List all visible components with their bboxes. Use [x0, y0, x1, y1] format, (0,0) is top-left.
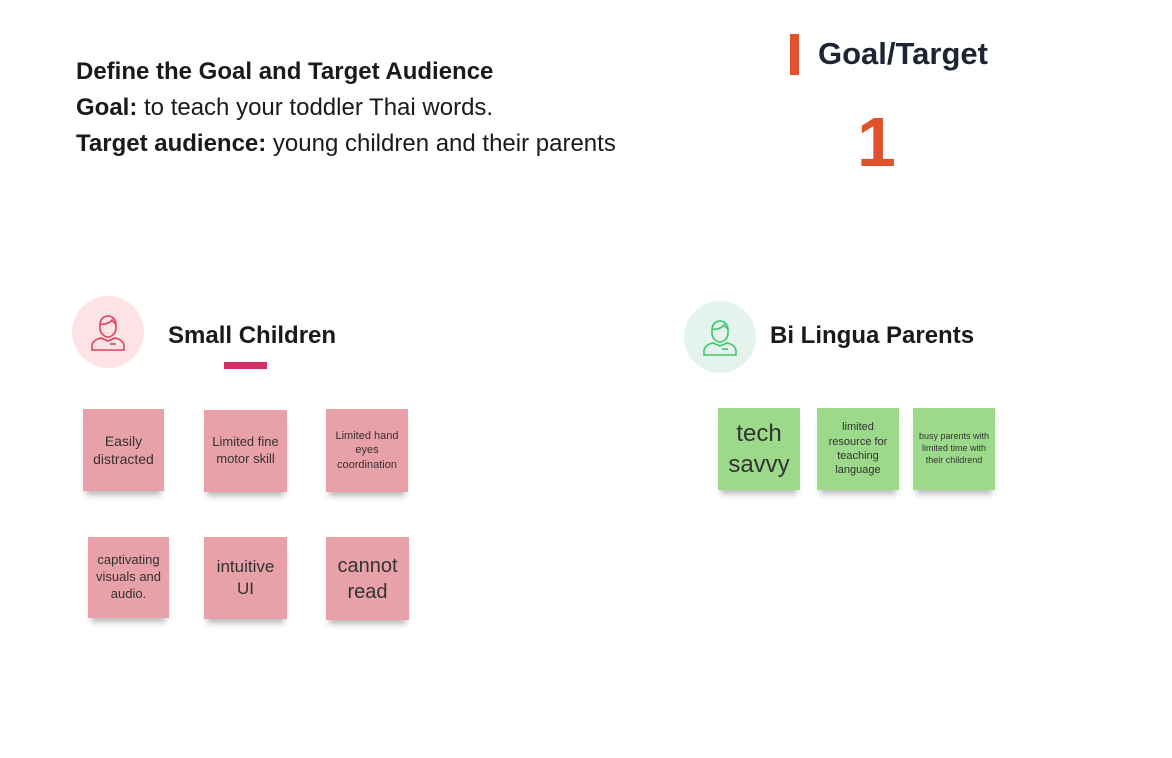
child-avatar	[72, 296, 144, 368]
title-underline	[224, 362, 267, 369]
parent-avatar	[684, 301, 756, 373]
intro-text: Define the Goal and Target Audience Goal…	[76, 54, 616, 162]
sticky-note[interactable]: tech savvy	[718, 408, 800, 490]
sticky-note[interactable]: captivating visuals and audio.	[88, 537, 169, 618]
sticky-note[interactable]: Limited fine motor skill	[204, 410, 287, 492]
goal-line: Goal: to teach your toddler Thai words.	[76, 90, 616, 126]
sticky-note[interactable]: intuitive UI	[204, 537, 287, 619]
audience-line: Target audience: young children and thei…	[76, 126, 616, 162]
sticky-note[interactable]: cannot read	[326, 537, 409, 620]
sticky-note[interactable]: limited resource for teaching language	[817, 408, 899, 490]
section-marker	[790, 34, 799, 75]
intro-heading: Define the Goal and Target Audience	[76, 58, 494, 85]
section-title: Goal/Target	[818, 36, 988, 71]
audience-label: Target audience:	[76, 130, 267, 157]
sticky-note[interactable]: Limited hand eyes coordination	[326, 409, 408, 492]
parents-group-title: Bi Lingua Parents	[770, 322, 975, 349]
sticky-note[interactable]: Easily distracted	[83, 409, 164, 491]
goal-label: Goal:	[76, 94, 138, 121]
person-icon	[91, 315, 125, 351]
sticky-note[interactable]: busy parents with limited time with thei…	[913, 408, 995, 490]
section-number: 1	[857, 103, 896, 181]
children-group-title: Small Children	[168, 322, 337, 349]
goal-text: to teach your toddler Thai words.	[137, 94, 494, 121]
person-icon	[703, 320, 737, 356]
audience-text: young children and their parents	[266, 130, 616, 157]
